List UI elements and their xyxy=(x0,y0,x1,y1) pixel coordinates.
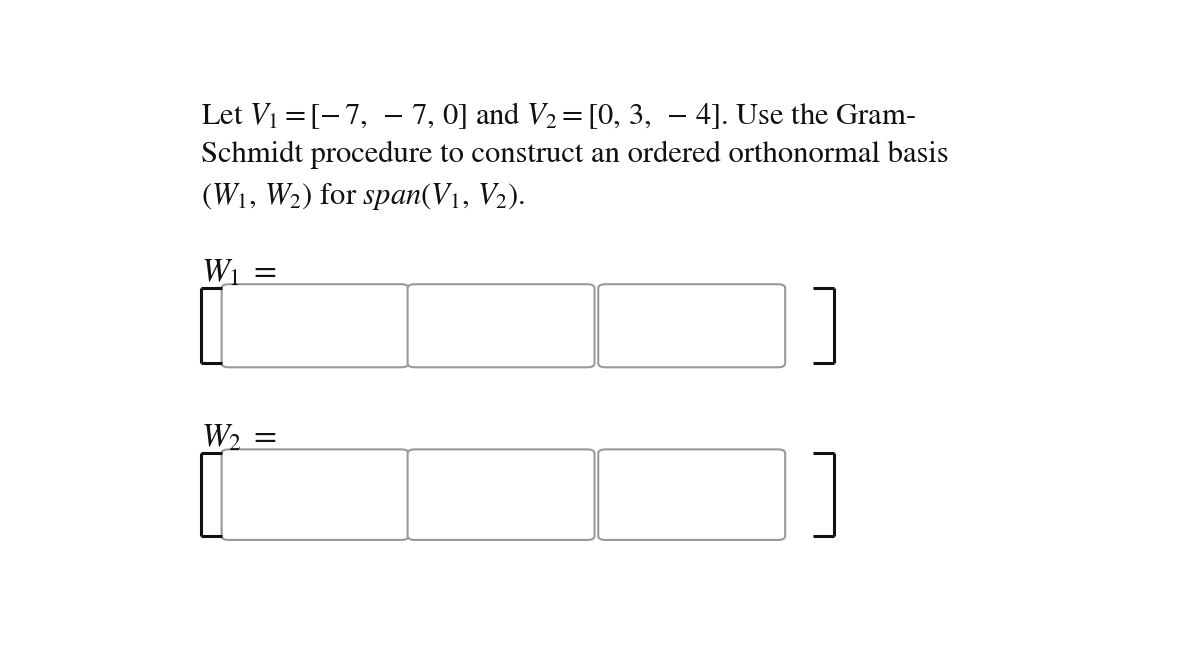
FancyBboxPatch shape xyxy=(408,284,594,367)
FancyBboxPatch shape xyxy=(222,284,408,367)
Text: Schmidt procedure to construct an ordered orthonormal basis: Schmidt procedure to construct an ordere… xyxy=(202,140,949,169)
Text: Let $V_1 = [-\,7,\;-\,7,\,0]$ and $V_2 = [0,\,3,\;-\,4]$. Use the Gram-: Let $V_1 = [-\,7,\;-\,7,\,0]$ and $V_2 =… xyxy=(202,101,916,131)
FancyBboxPatch shape xyxy=(599,449,785,540)
Text: $W_2\;=$: $W_2\;=$ xyxy=(202,423,277,454)
FancyBboxPatch shape xyxy=(408,449,594,540)
Text: $W_1\;=$: $W_1\;=$ xyxy=(202,258,277,289)
Text: $(W_1,\,W_2)$ for $\mathit{span}(V_1,\,V_2)$.: $(W_1,\,W_2)$ for $\mathit{span}(V_1,\,V… xyxy=(202,181,526,212)
FancyBboxPatch shape xyxy=(222,449,408,540)
FancyBboxPatch shape xyxy=(599,284,785,367)
